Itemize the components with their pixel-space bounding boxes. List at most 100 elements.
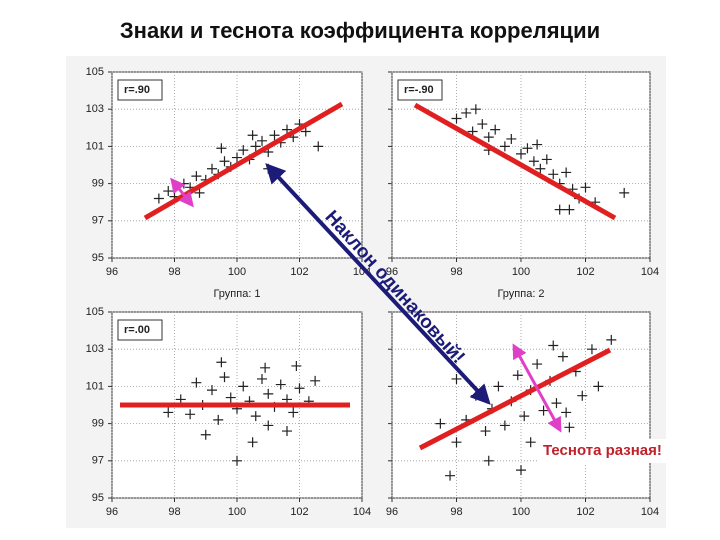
slope-arrow <box>265 163 491 405</box>
point <box>593 381 604 392</box>
y-tick-label: 101 <box>86 140 104 152</box>
point <box>288 407 299 418</box>
point <box>564 204 575 215</box>
point <box>263 420 274 431</box>
point <box>451 437 462 448</box>
point <box>216 143 227 154</box>
x-tick-label: 100 <box>512 506 530 518</box>
point <box>247 437 258 448</box>
x-tick-label: 102 <box>290 506 308 518</box>
point <box>532 139 543 150</box>
point <box>470 104 481 115</box>
y-tick-label: 99 <box>92 418 104 430</box>
point <box>619 187 630 198</box>
y-tick-label: 95 <box>92 492 104 504</box>
x-tick-label: 104 <box>353 506 371 518</box>
y-tick-label: 95 <box>92 252 104 264</box>
label-box <box>117 79 163 101</box>
label-box <box>117 319 163 341</box>
point <box>213 414 224 425</box>
point <box>191 377 202 388</box>
point <box>191 171 202 182</box>
x-tick-label: 104 <box>641 506 659 518</box>
y-tick-label: 103 <box>86 103 104 115</box>
point <box>269 130 280 141</box>
point <box>435 418 446 429</box>
point <box>580 182 591 193</box>
point <box>499 141 510 152</box>
spread-arrow <box>512 343 562 433</box>
point <box>257 135 267 146</box>
point <box>232 455 242 466</box>
corr-label: r=-.90 <box>404 84 434 96</box>
x-tick-label: 100 <box>228 506 246 518</box>
slide-title: Знаки и теснота коэффициента корреляции <box>120 18 600 43</box>
point <box>461 107 472 118</box>
point <box>163 407 174 418</box>
trend-line <box>413 102 617 221</box>
x-tick-label: 104 <box>641 266 659 278</box>
tightness-note: Теснота разная! <box>543 442 662 459</box>
corr-label: r=.90 <box>124 84 150 96</box>
point <box>250 411 261 422</box>
x-tick-label: 98 <box>450 266 462 278</box>
point <box>445 470 456 481</box>
point <box>586 344 597 355</box>
point <box>238 145 249 156</box>
point <box>207 385 217 396</box>
point <box>282 426 292 437</box>
x-axis-label: Группа: 2 <box>497 288 544 300</box>
point <box>225 392 236 403</box>
x-tick-label: 100 <box>512 266 530 278</box>
point <box>200 429 211 440</box>
point <box>516 465 526 476</box>
point <box>300 126 311 137</box>
label-box <box>397 79 443 101</box>
y-tick-label: 99 <box>92 178 104 190</box>
point <box>506 133 517 144</box>
point <box>247 130 258 141</box>
x-tick-label: 102 <box>576 506 594 518</box>
y-tick-label: 97 <box>92 455 104 467</box>
point <box>541 154 552 165</box>
point <box>250 141 261 152</box>
point <box>483 132 494 143</box>
y-tick-label: 105 <box>86 306 104 318</box>
spread-arrow <box>170 177 194 208</box>
point <box>490 124 501 135</box>
point <box>561 407 572 418</box>
y-tick-label: 105 <box>86 66 104 78</box>
point <box>185 409 196 420</box>
point <box>313 141 324 152</box>
x-tick-label: 100 <box>228 266 246 278</box>
point <box>216 357 227 368</box>
point <box>606 334 617 345</box>
point <box>535 163 546 174</box>
point <box>238 381 249 392</box>
point <box>219 156 230 167</box>
corr-label: r=.00 <box>124 324 150 336</box>
y-tick-label: 101 <box>86 380 104 392</box>
point <box>499 420 510 431</box>
point <box>522 143 533 154</box>
x-tick-label: 98 <box>450 506 462 518</box>
note-background <box>538 439 696 463</box>
point <box>451 113 462 124</box>
point <box>232 152 242 163</box>
point <box>477 119 488 130</box>
point <box>516 148 526 159</box>
point <box>564 422 575 433</box>
x-tick-label: 98 <box>168 266 180 278</box>
point <box>561 167 572 178</box>
point <box>480 426 491 437</box>
point <box>554 204 565 215</box>
point <box>528 156 539 167</box>
y-tick-label: 103 <box>86 343 104 355</box>
point <box>194 187 205 198</box>
point <box>483 455 494 466</box>
x-tick-label: 98 <box>168 506 180 518</box>
point <box>548 169 559 180</box>
point <box>153 193 164 204</box>
point <box>577 390 588 401</box>
